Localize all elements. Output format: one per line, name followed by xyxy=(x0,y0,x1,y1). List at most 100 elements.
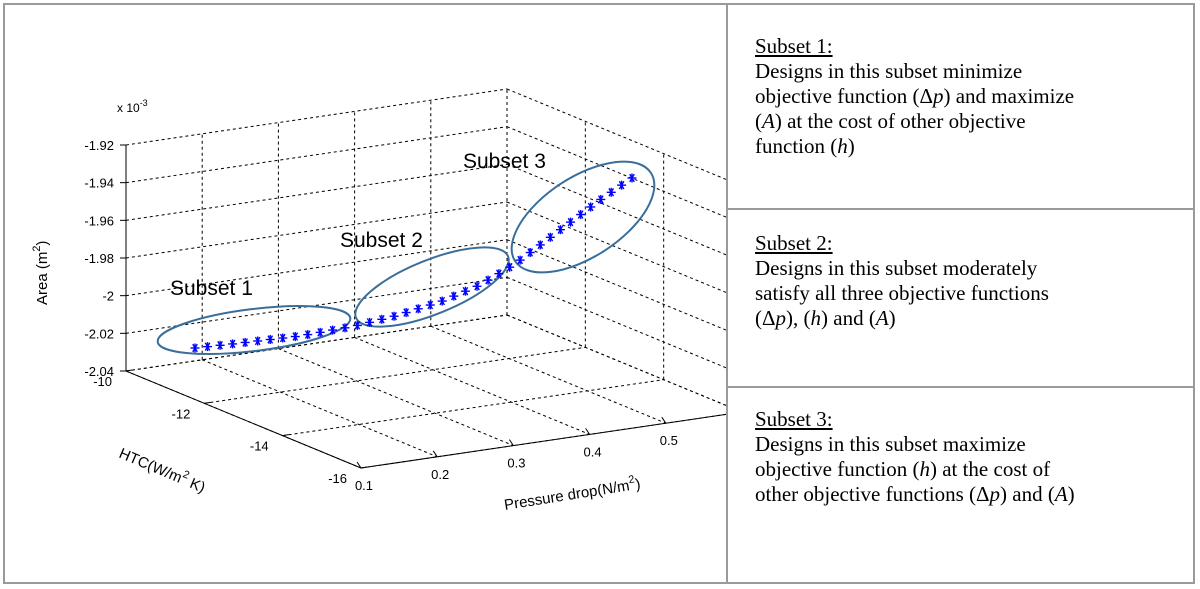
figure-frame xyxy=(3,3,1195,584)
subset-3-description: Subset 3: Designs in this subset maximize… xyxy=(755,407,1185,507)
data-point xyxy=(460,286,470,296)
subset-1-label: Subset 1 xyxy=(170,277,253,300)
z-tick-label: -1.92 xyxy=(84,138,114,153)
x-tick-mark xyxy=(356,461,362,469)
back-wall-grid-line xyxy=(125,201,508,259)
y-tick-label: -16 xyxy=(328,471,347,486)
back-wall-grid-line xyxy=(125,239,508,297)
data-point xyxy=(525,248,535,258)
subset-1-description: Subset 1: Designs in this subset minimize… xyxy=(755,34,1185,159)
subset-2-description: Subset 2: Designs in this subset moderate… xyxy=(755,231,1185,331)
z-axis-label: Area (m2) xyxy=(31,241,51,305)
description-line: Designs in this subset maximize xyxy=(755,432,1026,456)
x-tick-mark xyxy=(508,439,514,446)
x-tick-label: 0.4 xyxy=(584,444,602,459)
z-tick-label: -1.94 xyxy=(84,176,114,191)
description-line: (A) at the cost of other objective xyxy=(755,109,1026,133)
data-point xyxy=(483,275,493,285)
data-point xyxy=(472,281,482,291)
row-divider-1 xyxy=(727,208,1195,210)
row-divider-2 xyxy=(727,386,1195,388)
data-point xyxy=(240,337,250,347)
subset-3-ellipse xyxy=(510,160,656,274)
z-exponent-label: x 10-3 xyxy=(117,98,148,115)
subset-3-label: Subset 3 xyxy=(463,150,546,173)
back-wall-grid-line xyxy=(125,163,508,221)
data-point xyxy=(627,173,637,183)
data-point xyxy=(340,323,350,333)
floor-grid-line xyxy=(202,359,438,458)
y-tick-mark xyxy=(204,401,211,404)
y-tick-label: -12 xyxy=(172,406,191,421)
y-tick-mark xyxy=(125,369,133,372)
back-wall-grid-line xyxy=(125,126,508,184)
data-point xyxy=(389,311,399,321)
floor-grid-line xyxy=(430,325,666,424)
x-tick-label: 0.1 xyxy=(355,478,373,493)
y-tick-label: -10 xyxy=(93,374,112,389)
subset-2-title: Subset 2: xyxy=(755,231,833,255)
y-tick-mark xyxy=(360,466,368,469)
data-point xyxy=(203,342,213,352)
y-axis-label: HTC(W/m2 K) xyxy=(116,442,208,496)
z-tick-label: -1.96 xyxy=(84,213,114,228)
data-point xyxy=(535,240,545,250)
y-tick-label: -14 xyxy=(250,439,269,454)
data-point xyxy=(328,325,338,335)
data-point xyxy=(425,300,435,310)
description-line: (Δp), (h) and (A) xyxy=(755,306,896,330)
floor-grid-line xyxy=(282,379,664,437)
data-point xyxy=(377,314,387,324)
z-tick-label: -2.04 xyxy=(84,364,114,379)
floor-grid-line xyxy=(278,348,514,447)
data-point xyxy=(290,332,300,342)
x-tick-mark xyxy=(585,428,591,435)
subset-3-title: Subset 3: xyxy=(755,407,833,431)
data-point xyxy=(413,304,423,314)
data-point xyxy=(352,320,362,330)
data-point xyxy=(215,340,225,350)
description-line: Designs in this subset moderately xyxy=(755,256,1038,280)
side-wall-grid-line xyxy=(506,88,726,180)
data-point xyxy=(265,335,275,345)
side-wall-grid-line xyxy=(506,314,726,406)
description-line: Designs in this subset minimize xyxy=(755,59,1023,83)
data-point xyxy=(228,339,238,349)
description-line: other objective functions (Δp) and (A) xyxy=(755,482,1075,506)
subset-1-ellipse xyxy=(156,305,352,355)
x-tick-mark xyxy=(661,416,667,424)
data-point xyxy=(555,225,565,235)
x-tick-label: 0.2 xyxy=(431,467,449,482)
y-tick-mark xyxy=(282,434,289,437)
floor-grid-line xyxy=(204,346,586,404)
data-point xyxy=(437,296,447,306)
z-tick-label: -2.02 xyxy=(84,326,114,341)
side-wall-grid-line xyxy=(506,276,726,369)
back-wall-grid-line xyxy=(125,88,508,146)
z-tick-label: -1.98 xyxy=(84,251,114,266)
subset-2-ellipse xyxy=(354,246,510,328)
data-point xyxy=(505,262,515,272)
data-point xyxy=(365,317,375,327)
side-wall-grid-line xyxy=(506,126,726,218)
back-wall-grid-line xyxy=(125,314,508,372)
data-point xyxy=(545,232,555,242)
subset-2-label: Subset 2 xyxy=(340,229,423,252)
x-tick-mark xyxy=(432,450,438,458)
data-point xyxy=(401,308,411,318)
data-point xyxy=(566,217,576,227)
description-line: objective function (Δp) and maximize xyxy=(755,84,1075,108)
data-point xyxy=(596,194,606,204)
side-wall-grid-line xyxy=(506,201,726,293)
description-line: objective function (h) at the cost of xyxy=(755,457,1051,481)
side-wall-grid-line xyxy=(506,239,726,331)
y-axis-line xyxy=(125,370,362,469)
description-line: satisfy all three objective functions xyxy=(755,281,1049,305)
data-point xyxy=(315,327,325,337)
data-point xyxy=(586,202,596,212)
side-wall-grid-line xyxy=(506,163,726,256)
x-axis-label: Pressure drop(N/m2) xyxy=(502,473,641,514)
data-point xyxy=(278,333,288,343)
x-tick-label: 0.3 xyxy=(507,456,525,471)
z-tick-label: -2 xyxy=(102,289,114,304)
